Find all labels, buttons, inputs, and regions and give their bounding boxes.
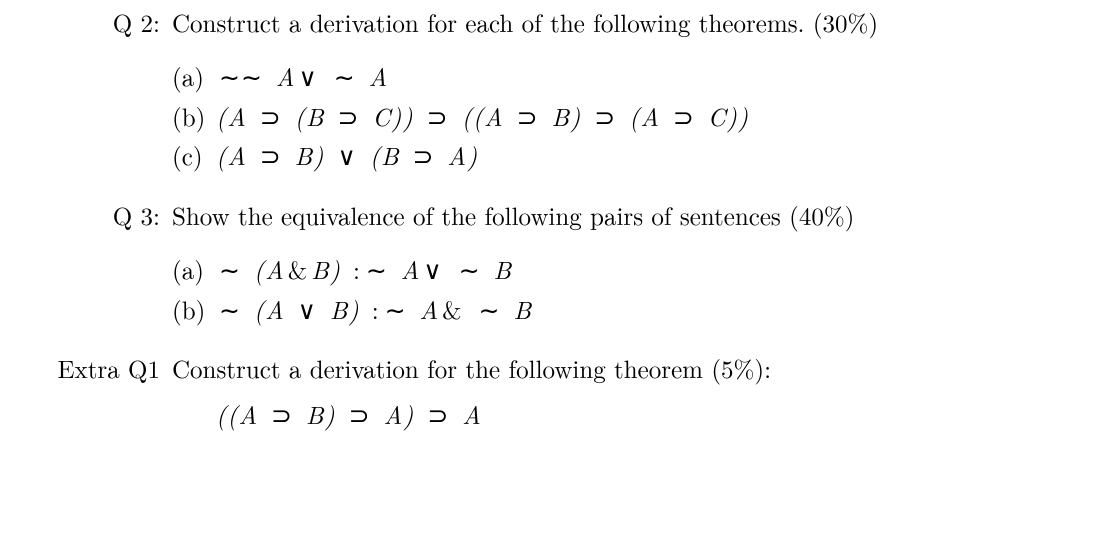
question-body: Show the equivalence of the following pa… (172, 199, 1114, 346)
question-prompt: Construct a derivation for each of the f… (172, 5, 813, 40)
subitem-list: (a) ∼ (A&B) :∼ A∨ ∼ B (b) ∼ (A ∨ B) :∼ A… (172, 253, 1044, 327)
subitem-list: (a) ∼∼ A∨ ∼ A (b) (A ⊃ (B ⊃ C)) ⊃ ((A ⊃ … (172, 60, 1044, 173)
question-body: Construct a derivation for each of the f… (172, 6, 1114, 193)
question-extra: Extra Q1 Construct a derivation for the … (0, 352, 1114, 444)
subitem-label: (a) (172, 60, 216, 94)
question-label: Q 3: (0, 199, 172, 233)
formula: ∼ (A&B) :∼ A∨ ∼ B (216, 253, 512, 287)
subitem-label: (b) (172, 293, 216, 327)
question-2: Q 2: Construct a derivation for each of … (0, 6, 1114, 193)
subitem-label: (b) (172, 100, 216, 134)
question-marks: (40%) (789, 198, 854, 233)
question-marks: (30%) (813, 5, 878, 40)
question-body: Construct a derivation for the following… (172, 352, 1114, 444)
question-3: Q 3: Show the equivalence of the followi… (0, 199, 1114, 346)
formula: ((A ⊃ B) ⊃ A) ⊃ A (216, 398, 1044, 432)
formula: (A ⊃ B) ∨ (B ⊃ A) (216, 139, 478, 173)
subitem-label: (c) (172, 139, 216, 173)
formula: ∼ (A ∨ B) :∼ A& ∼ B (216, 293, 532, 327)
question-label: Q 2: (0, 6, 172, 40)
subitem: (b) ∼ (A ∨ B) :∼ A& ∼ B (172, 293, 1044, 327)
subitem: (c) (A ⊃ B) ∨ (B ⊃ A) (172, 139, 1044, 173)
formula: ∼∼ A∨ ∼ A (216, 60, 388, 94)
subitem: (b) (A ⊃ (B ⊃ C)) ⊃ ((A ⊃ B) ⊃ (A ⊃ C)) (172, 100, 1044, 134)
subitem-label: (a) (172, 253, 216, 287)
subitem: (a) ∼ (A&B) :∼ A∨ ∼ B (172, 253, 1044, 287)
question-marks: (5%): (711, 351, 771, 386)
subitem-list: ((A ⊃ B) ⊃ A) ⊃ A (172, 398, 1044, 432)
question-prompt: Construct a derivation for the following… (172, 351, 711, 386)
question-prompt: Show the equivalence of the following pa… (172, 198, 789, 233)
subitem: (a) ∼∼ A∨ ∼ A (172, 60, 1044, 94)
question-label: Extra Q1 (0, 352, 172, 386)
formula: (A ⊃ (B ⊃ C)) ⊃ ((A ⊃ B) ⊃ (A ⊃ C)) (216, 100, 749, 134)
